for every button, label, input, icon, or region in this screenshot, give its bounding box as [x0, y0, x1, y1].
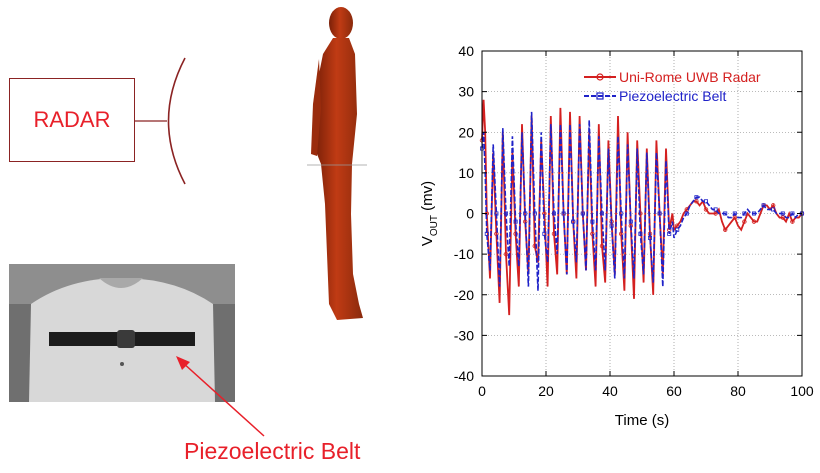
- data-point: [780, 211, 785, 216]
- data-point: [657, 211, 662, 216]
- data-point: [580, 211, 585, 216]
- data-point: [723, 211, 728, 216]
- data-point: [704, 199, 709, 204]
- data-point: [484, 231, 489, 236]
- data-point: [713, 207, 718, 212]
- data-point: [732, 211, 737, 216]
- legend-label: Piezoelectric Belt: [619, 88, 726, 104]
- data-point: [532, 211, 537, 216]
- data-point: [638, 231, 643, 236]
- data-point: [790, 219, 795, 224]
- data-point: [638, 211, 643, 216]
- data-point: [742, 219, 747, 224]
- data-point: [494, 231, 499, 237]
- data-point: [600, 211, 605, 216]
- data-point: [590, 219, 595, 224]
- x-tick-label: 40: [602, 383, 618, 399]
- y-tick-label: -40: [454, 368, 474, 384]
- radar-label: RADAR: [33, 107, 111, 132]
- data-point: [675, 223, 680, 228]
- x-tick-label: 80: [730, 383, 746, 399]
- data-point: [503, 211, 508, 216]
- data-point: [609, 223, 614, 228]
- y-tick-label: -20: [454, 287, 474, 303]
- data-point: [694, 199, 699, 204]
- data-point: [667, 231, 672, 236]
- x-tick-label: 100: [790, 383, 814, 399]
- data-point: [494, 211, 499, 216]
- data-point: [780, 215, 785, 220]
- data-point: [648, 235, 653, 240]
- data-point: [723, 227, 728, 232]
- data-point: [694, 195, 699, 200]
- antenna-arc-icon: [135, 57, 186, 185]
- data-point: [619, 211, 624, 216]
- belt-caption: Piezoelectric Belt: [184, 438, 361, 464]
- photo-piezoelectric-belt: [9, 264, 235, 402]
- legend-marker: [596, 92, 604, 100]
- arrow-icon: [176, 356, 265, 437]
- series-line-belt: [481, 111, 802, 291]
- legend-entry: Piezoelectric Belt: [584, 88, 726, 104]
- y-tick-label: 0: [466, 206, 474, 222]
- data-point: [732, 215, 737, 220]
- data-point: [703, 207, 709, 212]
- legend-marker: [596, 73, 604, 81]
- data-point: [571, 219, 576, 224]
- legend-entry: Uni-Rome UWB Radar: [584, 69, 761, 85]
- y-tick-label: -30: [454, 327, 474, 343]
- human-body-icon: [307, 7, 367, 320]
- x-axis-label: Time (s): [615, 412, 669, 429]
- y-tick-label: 20: [458, 124, 474, 140]
- data-point: [628, 219, 633, 224]
- data-point: [771, 207, 776, 212]
- y-tick-label: -10: [454, 246, 474, 262]
- radar-box: RADAR: [9, 78, 135, 162]
- data-point: [684, 211, 689, 216]
- x-tick-label: 0: [478, 383, 486, 399]
- y-tick-label: 40: [458, 43, 474, 59]
- data-point: [542, 231, 547, 236]
- y-tick-label: 10: [458, 165, 474, 181]
- data-point: [552, 211, 557, 216]
- y-axis-label: VOUT (mv): [419, 181, 440, 246]
- x-tick-label: 60: [666, 383, 682, 399]
- y-tick-label: 30: [458, 84, 474, 100]
- data-point: [751, 219, 757, 224]
- data-point: [675, 227, 680, 232]
- data-point: [619, 231, 624, 237]
- data-point: [561, 211, 566, 216]
- x-tick-label: 20: [538, 383, 554, 399]
- data-point: [761, 203, 766, 208]
- data-point: [742, 211, 747, 216]
- data-point: [752, 211, 757, 216]
- data-point: [513, 219, 518, 224]
- data-point: [590, 231, 595, 237]
- data-point: [771, 203, 776, 208]
- data-point: [713, 211, 718, 216]
- data-point: [790, 211, 795, 216]
- legend-label: Uni-Rome UWB Radar: [619, 69, 761, 85]
- data-point: [523, 211, 528, 216]
